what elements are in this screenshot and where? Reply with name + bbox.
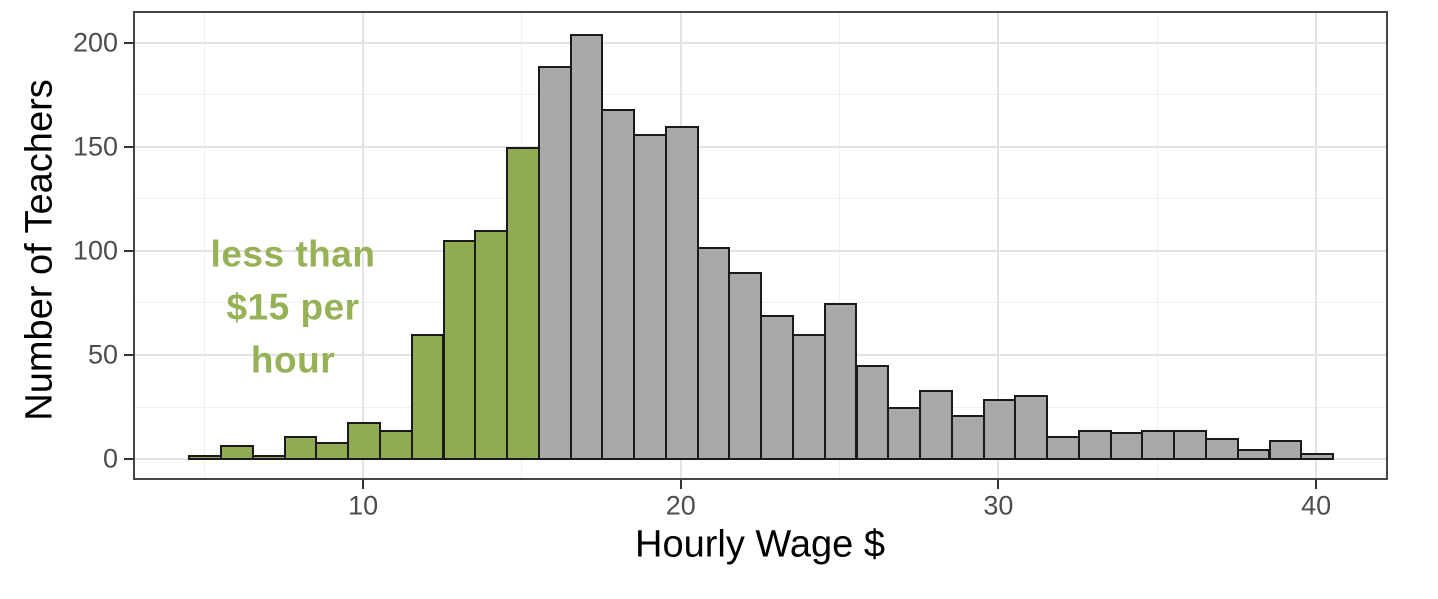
annotation-line: less than [210,233,376,275]
annotation-line: hour [250,339,336,381]
y-axis-tick-label: 50 [87,339,118,370]
histogram-bar [1077,429,1112,461]
gridline-horizontal-minor [135,198,1386,200]
x-axis-tick [997,480,1000,489]
x-axis-tick-label: 10 [348,490,379,521]
gridline-horizontal-major [135,249,1386,252]
gridline-vertical-major [1315,13,1318,478]
y-axis-tick [124,41,133,44]
y-axis-tick-label: 0 [102,443,118,474]
x-axis-tick-label: 20 [665,490,696,521]
annotation-less-than-15-per-hour: less than $15 per hour [211,228,376,387]
y-axis-tick [124,353,133,356]
gridline-horizontal-major [135,145,1386,148]
y-axis-tick [124,145,133,148]
histogram-bar [823,302,858,461]
gridline-vertical-minor [1156,13,1158,478]
y-axis-tick-label: 150 [72,131,118,162]
y-axis-tick-label: 100 [72,235,118,266]
gridline-vertical-minor [203,13,205,478]
gridline-horizontal-major [135,41,1386,44]
x-axis-tick-label: 30 [983,490,1014,521]
histogram-bar [601,109,636,460]
x-axis-tick [362,480,365,489]
gridline-vertical-major [362,13,365,478]
histogram-bar [537,65,572,461]
gridline-horizontal-minor [135,94,1386,96]
x-axis-tick [1315,480,1318,489]
plot-panel: less than $15 per hour [133,11,1388,480]
histogram-bar [1014,394,1049,461]
x-axis-title: Hourly Wage $ [635,523,885,566]
y-axis-tick [124,458,133,461]
histogram-bars-layer [135,13,1386,478]
y-axis-tick-label: 200 [72,27,118,58]
histogram-bar [220,444,254,461]
histogram-bar [1300,452,1334,460]
annotation-line: $15 per [226,286,360,328]
y-axis-tick [124,249,133,252]
x-axis-tick [679,480,682,489]
gridline-vertical-minor [839,13,841,478]
gridline-vertical-major [997,13,1000,478]
histogram-bar [1268,440,1303,460]
x-axis-tick-label: 40 [1301,490,1332,521]
